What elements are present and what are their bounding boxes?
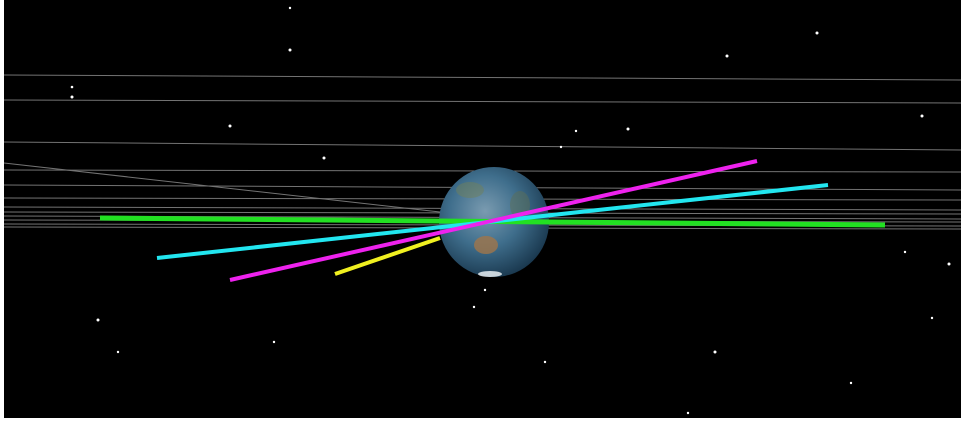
star (559, 145, 563, 149)
trajectory-yellow (334, 236, 441, 276)
star (70, 95, 74, 99)
star (70, 85, 74, 89)
star (920, 114, 924, 118)
star (713, 350, 717, 354)
landmass (456, 182, 484, 198)
star (543, 360, 547, 364)
star (574, 129, 578, 133)
star (930, 316, 934, 320)
star (725, 54, 729, 58)
trajectories (99, 159, 886, 282)
star (903, 250, 907, 254)
star (288, 48, 292, 52)
star (483, 288, 487, 292)
star (272, 340, 276, 344)
orbit-line (3, 99, 961, 104)
ice-cap (478, 271, 502, 277)
star (947, 262, 951, 266)
landmass (474, 236, 498, 254)
trajectory-magenta (229, 159, 758, 282)
star (472, 305, 476, 309)
stars (70, 6, 951, 415)
orbit-line (3, 162, 441, 213)
orbit-line (3, 74, 961, 81)
star (96, 318, 100, 322)
star (322, 156, 326, 160)
star (815, 31, 819, 35)
star (849, 381, 853, 385)
star (626, 127, 630, 131)
star (288, 6, 292, 10)
star (228, 124, 232, 128)
star (686, 411, 690, 415)
star (116, 350, 120, 354)
orbit-line (3, 141, 961, 151)
